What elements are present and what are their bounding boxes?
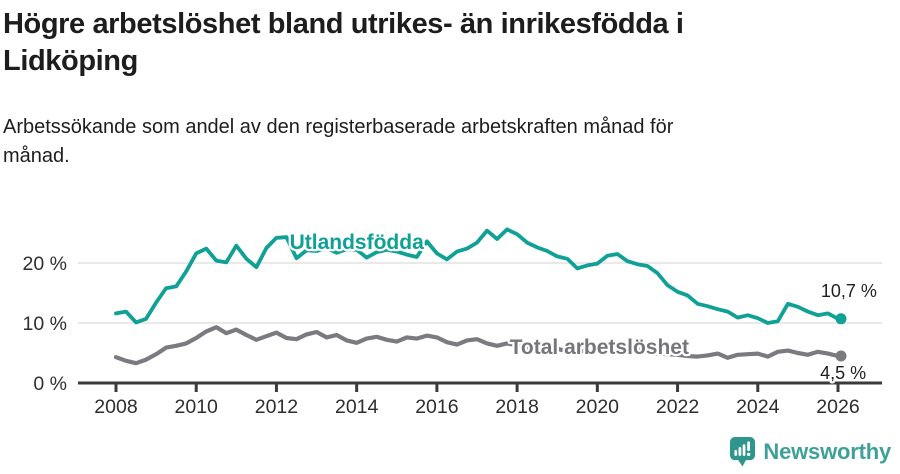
series-end-dot [835,313,847,325]
series-end-dot [835,350,847,362]
x-tick-label: 2014 [335,396,379,418]
chart-subtitle: Arbetssökande som andel av den registerb… [3,113,863,171]
newsworthy-wordmark: Newsworthy [763,438,891,464]
x-tick-label: 2016 [415,396,458,418]
annotation-value: 4,5 % [820,363,866,383]
x-tick-label: 2020 [576,396,620,418]
y-tick-label: 10 % [23,313,67,335]
annotation-series-gray: Total arbetslöshet [510,336,689,359]
page-title-line1: Högre arbetslöshet bland utrikes- än inr… [3,8,684,40]
annotation-series-teal: Utlandsfödda [290,231,424,254]
x-tick-label: 2024 [736,396,780,418]
x-tick-label: 2022 [656,396,699,418]
y-tick-label: 0 % [33,373,67,395]
x-tick-label: 2026 [816,396,859,418]
x-tick-label: 2010 [175,396,219,418]
series-line-utlandsfodda [114,227,840,325]
chart-subtitle-line1: Arbetssökande som andel av den registerb… [3,116,674,138]
page-title: Högre arbetslöshet bland utrikes- än inr… [3,6,883,80]
page-title-line2: Lidköping [3,45,138,77]
annotation-value: 10,7 % [821,281,877,301]
chart-subtitle-line2: månad. [3,145,70,167]
y-tick-label: 20 % [23,253,67,275]
newsworthy-chart-bubble-icon [730,437,756,467]
x-tick-label: 2018 [495,396,538,418]
x-tick-label: 2008 [94,396,137,418]
x-tick-label: 2012 [255,396,298,418]
newsworthy-logo: Newsworthy [729,436,891,467]
series-line-total [113,325,841,366]
